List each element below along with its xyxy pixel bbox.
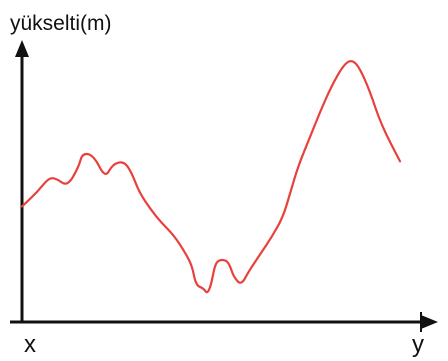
x-start-label: x [24, 331, 36, 358]
series-layer [20, 60, 402, 294]
series-line-0 [20, 60, 402, 294]
x-axis-arrow [421, 315, 438, 329]
y-axis-arrow [15, 40, 29, 57]
x-end-label: y [412, 331, 424, 358]
axes [10, 40, 438, 332]
y-axis-label: yükselti(m) [10, 12, 112, 35]
